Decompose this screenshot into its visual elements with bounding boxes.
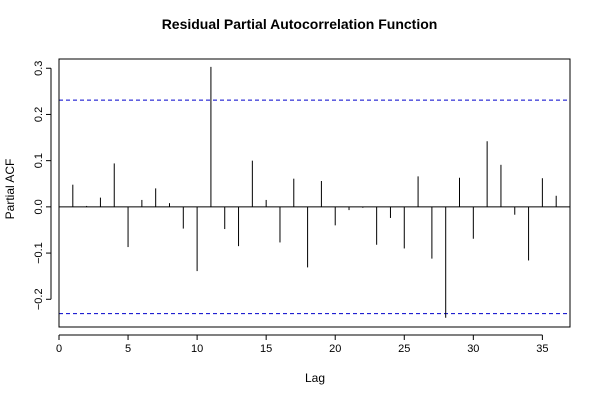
y-axis-label: Partial ACF xyxy=(3,159,17,220)
y-tick-label: 0.0 xyxy=(33,199,45,214)
x-tick-label: 15 xyxy=(260,343,272,355)
x-tick-label: 30 xyxy=(467,343,479,355)
x-axis-label: Lag xyxy=(305,371,325,385)
y-tick-label: −0.2 xyxy=(33,288,45,310)
plot-area: 0 5 10 15 20 25 30 35 −0.2 −0.1 0.0 0.1 0.2 0.3 xyxy=(33,61,570,355)
x-tick-label: 5 xyxy=(125,343,131,355)
y-tick-label: 0.3 xyxy=(33,61,45,76)
y-tick-label: 0.1 xyxy=(33,153,45,168)
y-tick-label: 0.2 xyxy=(33,107,45,122)
plot-frame xyxy=(58,58,571,328)
chart-title: Residual Partial Autocorrelation Functio… xyxy=(162,16,438,32)
x-tick-label: 10 xyxy=(191,343,203,355)
x-tick-label: 25 xyxy=(398,343,410,355)
x-tick-label: 20 xyxy=(329,343,341,355)
x-tick-label: 35 xyxy=(536,343,548,355)
y-tick-label: −0.1 xyxy=(33,242,45,264)
x-tick-label: 0 xyxy=(56,343,62,355)
